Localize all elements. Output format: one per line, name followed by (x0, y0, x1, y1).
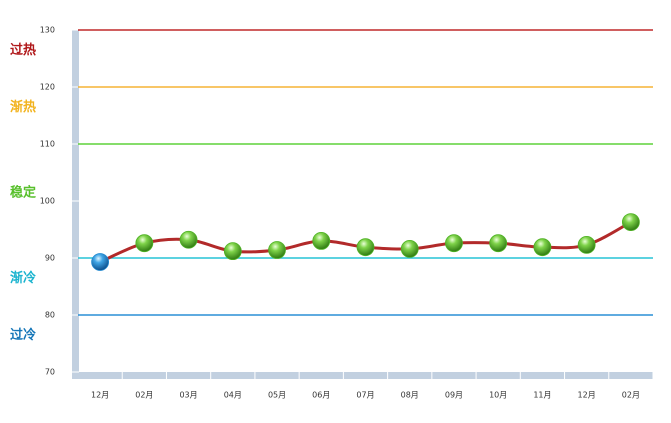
data-point (533, 238, 552, 257)
data-point (356, 238, 375, 257)
x-tick-label: 06月 (312, 391, 330, 400)
y-tick-label: 70 (45, 368, 55, 377)
data-point (135, 234, 154, 253)
x-tick-label: 12月 (91, 391, 109, 400)
data-point (268, 241, 286, 259)
data-point (400, 239, 419, 258)
x-tick-label: 12月 (578, 391, 596, 400)
x-tick-label: 03月 (179, 391, 197, 400)
x-tick-label: 05月 (268, 391, 286, 400)
y-tick-label: 80 (45, 311, 55, 320)
data-point (91, 253, 110, 271)
x-tick-label: 08月 (401, 391, 419, 400)
data-point (445, 234, 463, 253)
data-point (223, 242, 242, 261)
zone-label: 过冷 (10, 327, 36, 343)
data-point (489, 234, 508, 253)
data-point (312, 231, 331, 250)
x-tick-label: 07月 (356, 391, 374, 400)
x-axis-bar (72, 372, 653, 379)
x-tick-label: 02月 (135, 391, 153, 400)
y-tick-label: 120 (40, 83, 55, 92)
zone-label: 渐热 (10, 99, 36, 115)
data-point (577, 235, 596, 254)
x-tick-label: 11月 (533, 391, 551, 400)
data-point (621, 213, 640, 231)
x-tick-label: 02月 (622, 391, 640, 400)
y-tick-label: 90 (45, 254, 55, 263)
x-tick-label: 09月 (445, 391, 463, 400)
zone-label: 渐冷 (10, 270, 36, 286)
zone-label: 稳定 (10, 185, 36, 201)
y-tick-label: 100 (40, 197, 55, 206)
x-tick-label: 04月 (224, 391, 242, 400)
y-tick-label: 110 (40, 140, 55, 149)
data-point (179, 230, 198, 249)
zone-label: 过热 (10, 42, 36, 58)
y-axis-bar (72, 30, 79, 378)
y-tick-label: 130 (40, 26, 55, 35)
x-tick-label: 10月 (489, 391, 507, 400)
